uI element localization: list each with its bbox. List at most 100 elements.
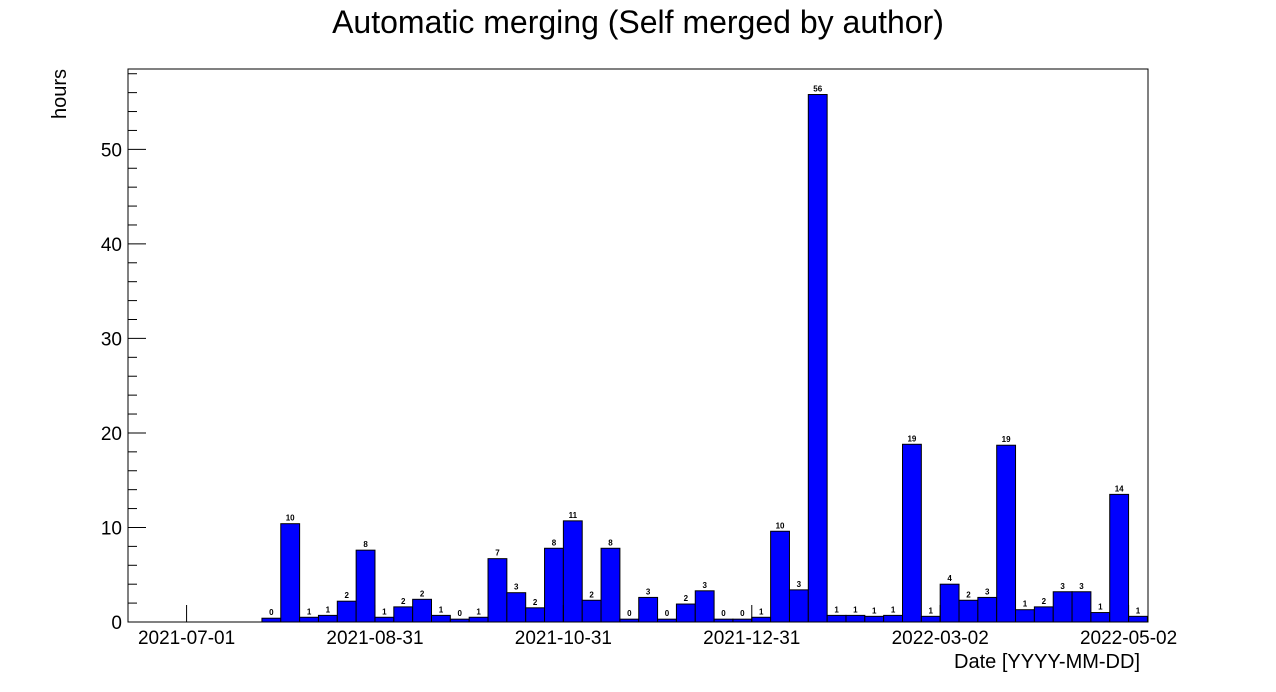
bar [826,614,847,623]
bar [864,615,885,623]
bar [1015,609,1035,623]
x-axis-label: Date [YYYY-MM-DD] [954,651,1140,673]
y-tick-label: 40 [101,235,122,256]
y-axis: 0 10 20 30 40 50 [101,73,146,634]
bar [1109,493,1130,623]
bar [675,603,696,623]
bar [600,547,621,623]
x-tick-label: 2022-03-02 [892,628,989,649]
bar-value-label: 1 [1136,606,1141,615]
bar-value-label: 1 [853,605,858,614]
bar-value-label: 2 [401,597,406,606]
bar-value-label: 14 [1115,484,1124,493]
bar [1128,615,1148,623]
bar-value-label: 3 [646,587,651,596]
bar [280,523,301,623]
bar [355,549,376,623]
bar-value-label: 2 [589,590,594,599]
bar [412,598,433,623]
bar [1033,606,1054,623]
bar [487,558,508,623]
bar-value-label: 3 [1060,582,1065,591]
bar-value-label: 11 [569,511,578,520]
bar-value-label: 2 [684,594,689,603]
bar [374,616,395,623]
bar [506,592,527,623]
bar [883,614,903,623]
bar-value-label: 2 [344,591,349,600]
bar-value-label: 2 [420,589,425,598]
bar [431,614,451,623]
bar-value-label: 1 [1023,600,1028,609]
bar [807,94,828,623]
y-tick-label: 0 [111,613,122,634]
bar-value-label: 10 [286,514,295,523]
bar [920,615,941,623]
bar [788,589,809,623]
bar [902,443,922,623]
bar-value-label: 7 [495,549,500,558]
bar-value-label: 56 [813,85,822,94]
bar-value-label: 4 [947,574,952,583]
bar [958,599,979,623]
bar [393,606,414,623]
bar-value-label: 1 [872,606,877,615]
bars-group [261,94,1148,623]
bar [751,616,772,623]
x-tick-label: 2021-07-01 [138,628,235,649]
bar-value-label: 2 [1042,597,1047,606]
bar-value-label: 3 [702,581,707,590]
bar [996,444,1017,623]
bar-value-label: 1 [476,607,481,616]
bar-value-label: 8 [608,538,613,547]
x-tick-label: 2021-08-31 [326,628,423,649]
y-tick-label: 10 [101,518,122,539]
bar-value-label: 1 [439,605,444,614]
bar-value-label: 0 [721,609,726,618]
bar-value-label: 0 [665,609,670,618]
bar-value-label: 2 [966,590,971,599]
bar-value-label: 10 [776,521,785,530]
bar-value-label: 0 [269,608,274,617]
bar [694,590,715,623]
bar [1052,591,1073,623]
bar [299,616,319,623]
bar-value-label: 8 [552,538,557,547]
bar-value-label: 0 [740,609,745,618]
x-axis: 2021-07-01 2021-08-31 2021-10-31 2021-12-31… [138,605,1177,649]
chart-title: Automatic merging (Self merged by author… [332,4,944,40]
bar [317,614,338,623]
x-tick-label: 2021-12-31 [703,628,800,649]
bar-value-label: 1 [891,605,896,614]
bar [261,617,282,623]
bar-value-label: 1 [834,605,839,614]
bar [977,596,998,623]
bar-value-label: 1 [307,607,312,616]
bar-value-label: 1 [929,606,934,615]
bar-value-label: 3 [985,587,990,596]
x-tick-label: 2022-05-02 [1080,628,1177,649]
bar [939,583,960,623]
bar [544,547,564,623]
bar-value-label: 19 [1002,435,1011,444]
bar-value-label: 2 [533,598,538,607]
y-tick-label: 50 [101,140,122,161]
plot-frame [127,68,1149,623]
bar [845,614,866,623]
bar-value-label: 1 [1098,603,1103,612]
bar-value-label: 0 [627,609,632,618]
bar [770,530,790,623]
y-tick-label: 30 [101,329,122,350]
bar-value-label: 3 [797,580,802,589]
bar-value-label: 0 [458,609,463,618]
bar-value-label: 1 [326,605,331,614]
bar [336,600,357,623]
bar [581,599,602,623]
bar [525,607,546,623]
bar [468,616,489,623]
bar [562,520,583,623]
x-tick-label: 2021-10-31 [515,628,612,649]
bar-value-label: 8 [363,540,368,549]
y-tick-label: 20 [101,424,122,445]
